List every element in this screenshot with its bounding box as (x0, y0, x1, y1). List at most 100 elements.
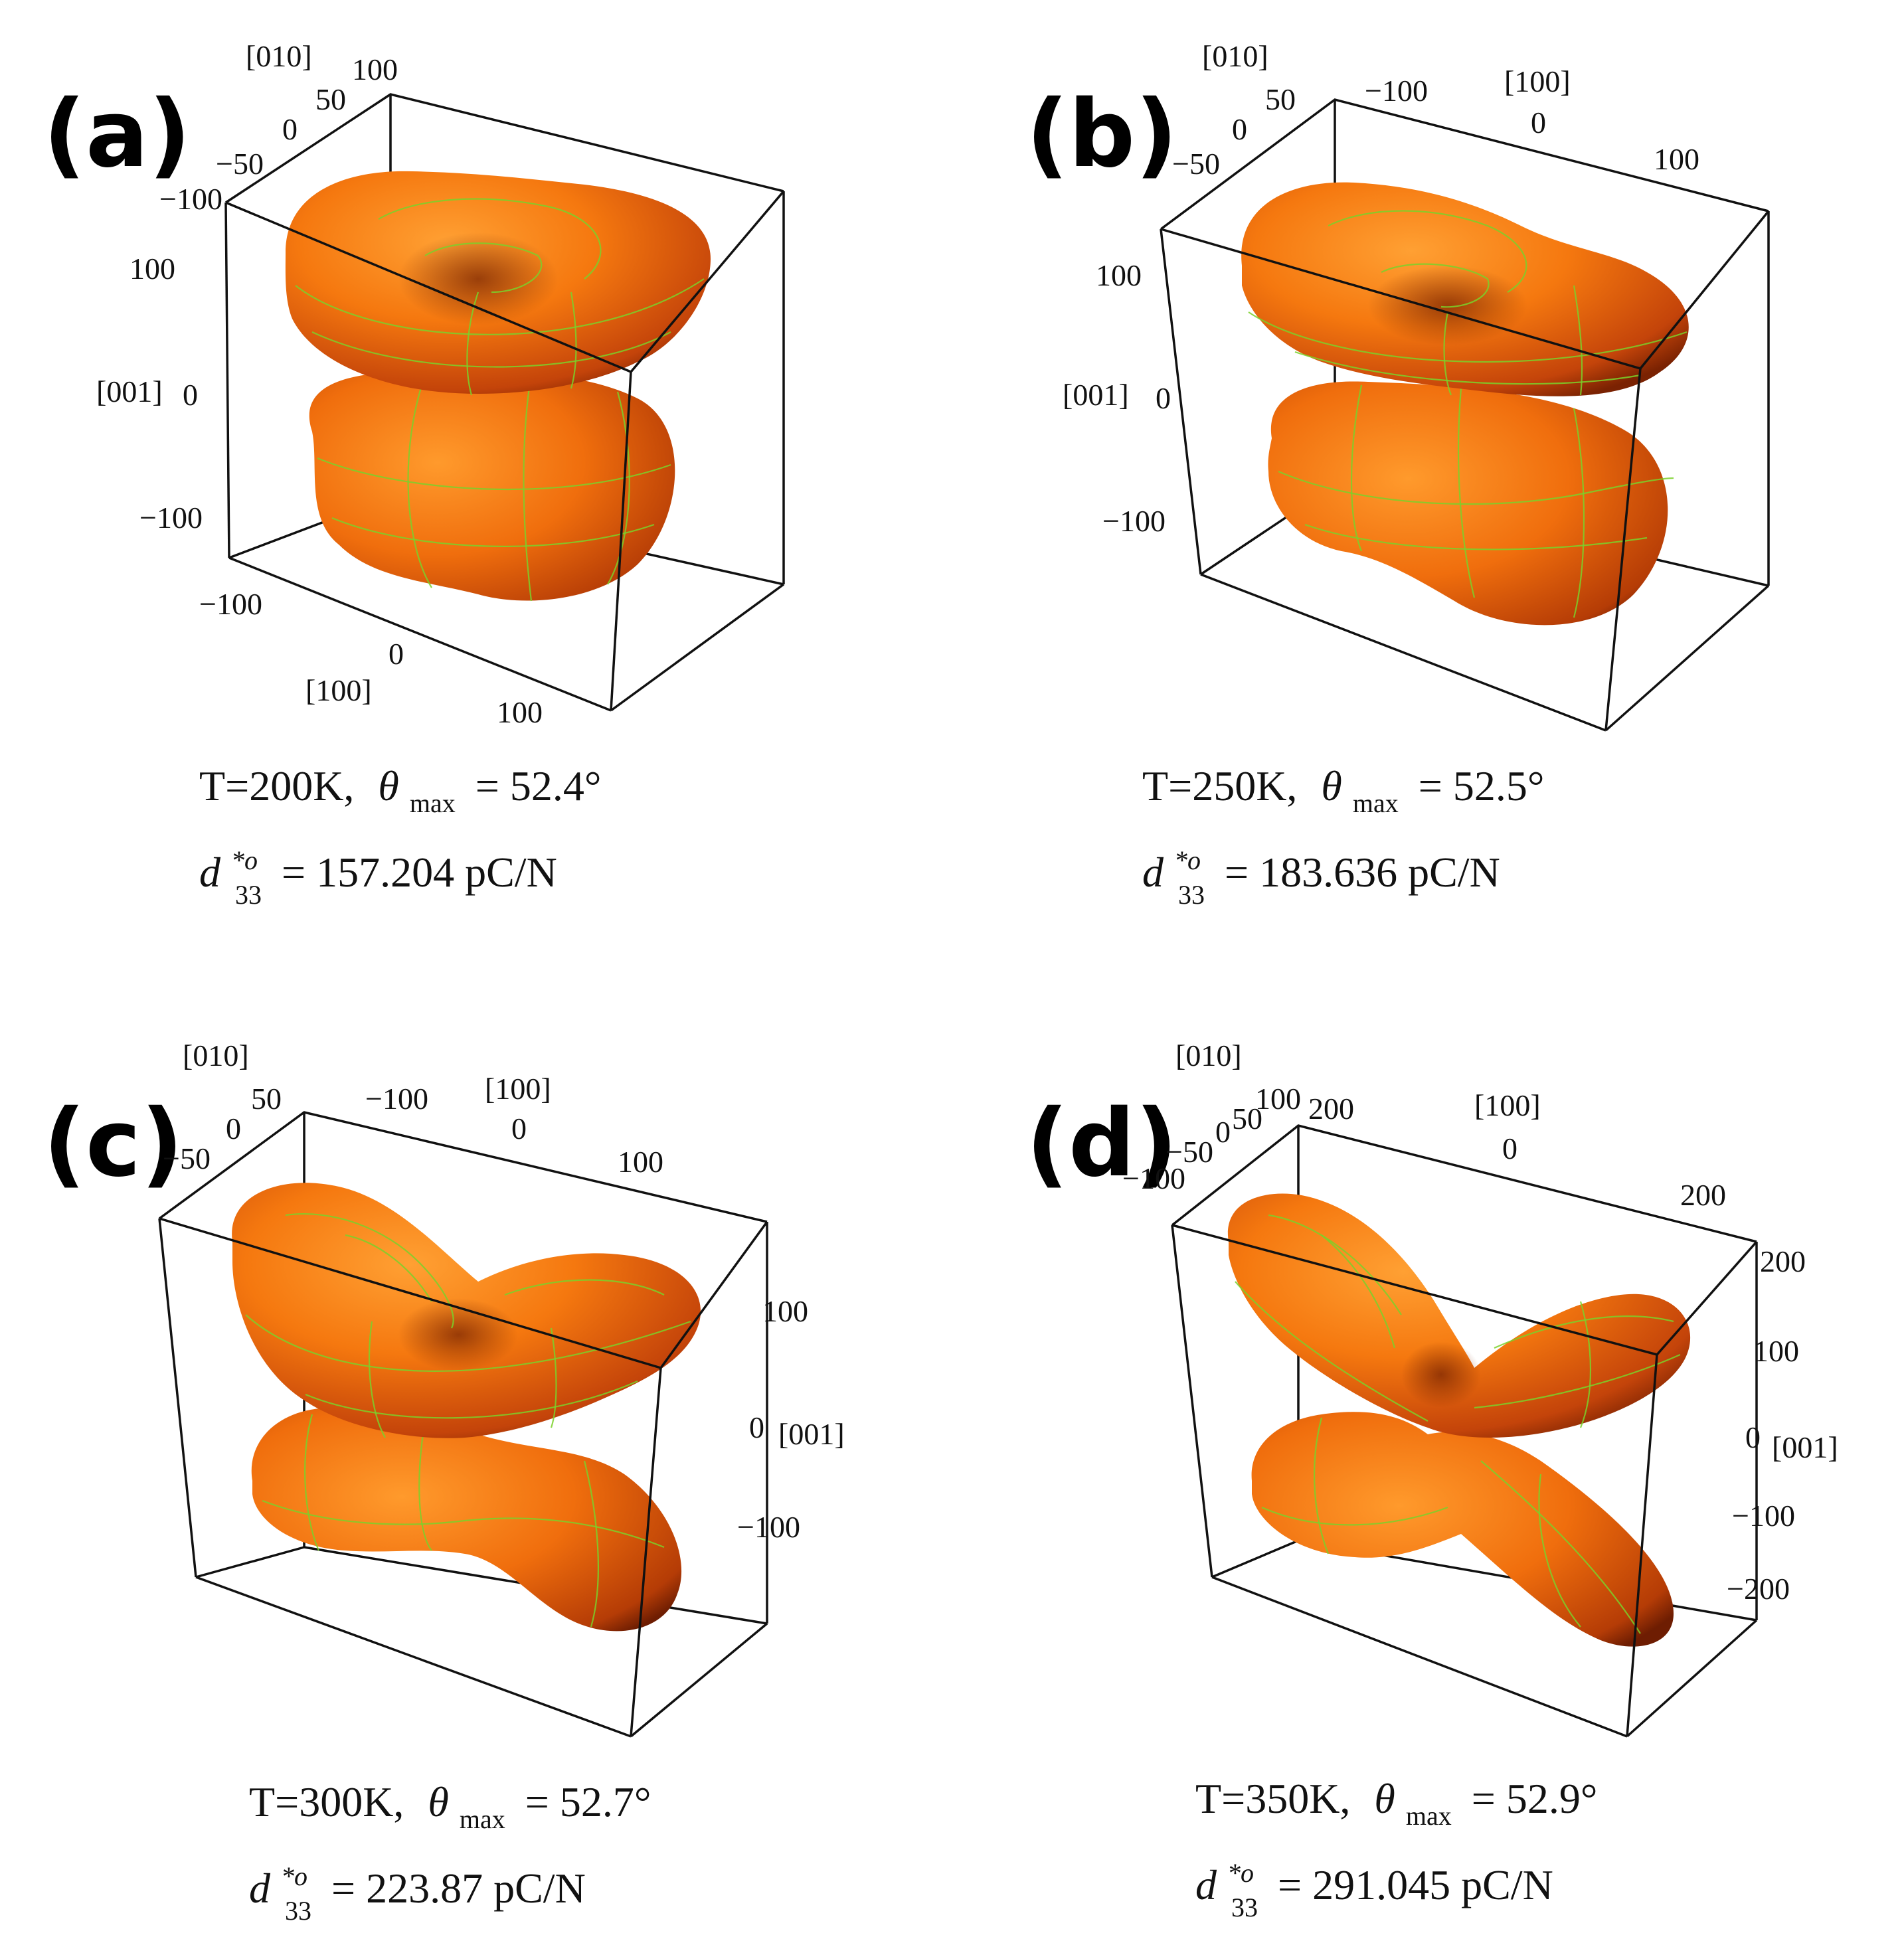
panel-b-box-front (1160, 210, 1770, 732)
theta-subscript: max (460, 1804, 505, 1834)
panel-c: (c) (43, 1039, 845, 1929)
theta-symbol: θ (378, 762, 398, 809)
d33-value: = 183.636 pC/N (1225, 849, 1500, 896)
d33-symbol: d (249, 1865, 271, 1912)
panel-d-y-tick: −50 (1166, 1135, 1213, 1169)
theta-symbol: θ (1321, 762, 1341, 809)
panel-c-x-tick: −100 (365, 1082, 428, 1116)
panel-b-upper-lobe (1241, 182, 1689, 396)
panel-b-lower-lobe (1268, 381, 1674, 626)
panel-d-z-tick: 100 (1753, 1334, 1799, 1368)
d33-symbol: d (1142, 849, 1164, 896)
theta-max-value: = 52.9° (1472, 1775, 1598, 1822)
panel-b-x-tick: 0 (1531, 106, 1546, 139)
panel-b-label: (b) (1026, 80, 1177, 189)
panel-d: (d) (1026, 1039, 1838, 1926)
temperature-label: T=300K, (249, 1778, 404, 1825)
panel-c-z-tick: −100 (737, 1510, 800, 1544)
panel-c-z-axis-label: [001] (778, 1417, 845, 1451)
panel-a-box-front (224, 190, 785, 712)
theta-max-value: = 52.5° (1419, 762, 1545, 809)
panel-b-x-tick: 100 (1654, 142, 1699, 176)
panel-a-y-tick: 100 (352, 52, 398, 86)
svg-text:T=200K, θ max: T=200K, θ max = 52.4° (199, 762, 601, 821)
panel-b-y-tick: 50 (1265, 82, 1296, 116)
d33-superscript: *o (1227, 1858, 1254, 1888)
d33-subscript: 33 (285, 1896, 311, 1926)
panel-c-y-axis-label: [010] (183, 1039, 249, 1072)
panel-b-x-axis-label: [100] (1504, 64, 1571, 98)
panel-b-z-tick: 0 (1156, 381, 1171, 415)
d33-subscript: 33 (1231, 1892, 1258, 1922)
panel-a-lower-lobe (309, 371, 675, 602)
panel-d-ticks: [010] 200 100 50 0 −50 −100 [100] 0 200 … (1122, 1039, 1838, 1606)
panel-d-y-tick: −100 (1122, 1161, 1185, 1195)
d33-superscript: *o (231, 845, 258, 875)
panel-c-z-tick: 100 (762, 1294, 808, 1328)
panel-a-x-tick: 0 (389, 637, 404, 671)
panel-d-caption: T=350K, θ max = 52.9° d *o 33 = 291.045 … (1195, 1775, 1597, 1926)
panel-d-y-tick: 0 (1215, 1115, 1231, 1149)
panel-a-caption: T=200K, θ max = 52.4° d *o 33 = 157.204 … (199, 762, 601, 913)
panel-a-y-axis-label: [010] (246, 39, 312, 73)
svg-text:d *o 33: d *o 33 = 183.636 pC/N (1142, 831, 1500, 913)
panel-b-z-axis-label: [001] (1063, 378, 1129, 412)
svg-text:d *o 33: d *o 33 = 291.045 pC/N (1195, 1844, 1553, 1926)
panel-a-x-tick: −100 (199, 587, 262, 621)
panel-a-z-tick: 100 (130, 252, 175, 286)
panel-c-x-tick: 0 (511, 1112, 527, 1145)
panel-d-z-tick: −100 (1732, 1499, 1795, 1533)
panel-b-ticks: [010] 50 0 −50 −100 [100] 0 100 100 [001… (1063, 39, 1699, 538)
svg-text:d *o 33: d *o 33 = 157.204 pC/N (199, 831, 557, 913)
svg-text:T=300K, θ max: T=300K, θ max = 52.7° (249, 1778, 651, 1837)
panel-d-upper-lobe (1227, 1193, 1691, 1438)
panel-b-y-axis-label: [010] (1202, 39, 1268, 73)
panel-d-x-axis-label: [100] (1474, 1088, 1541, 1122)
d33-symbol: d (1195, 1861, 1217, 1908)
panel-a-ticks: [010] 100 50 0 −50 −100 100 [001] 0 −100… (96, 39, 543, 729)
panel-d-x-tick: 0 (1502, 1132, 1517, 1165)
panel-c-y-tick: 50 (251, 1082, 282, 1116)
panel-d-y-axis-label: [010] (1175, 1039, 1242, 1072)
panel-d-z-axis-label: [001] (1772, 1430, 1838, 1464)
panel-d-z-tick: −200 (1727, 1572, 1790, 1606)
panel-c-x-tick: 100 (618, 1145, 663, 1179)
panel-a-y-tick: −100 (159, 182, 222, 216)
panel-c-y-tick: −50 (163, 1141, 211, 1175)
panel-c-ticks: [010] 50 0 −50 −100 [100] 0 100 100 0 [0… (163, 1039, 845, 1544)
panel-a-z-tick: −100 (139, 501, 203, 535)
panel-b-y-tick: 0 (1232, 112, 1247, 146)
theta-symbol: θ (1374, 1775, 1395, 1822)
panel-a-z-tick: 0 (183, 378, 198, 412)
theta-subscript: max (1406, 1801, 1452, 1831)
d33-subscript: 33 (1178, 880, 1205, 910)
panel-b-x-tick: −100 (1365, 74, 1428, 108)
d33-value: = 223.87 pC/N (331, 1865, 586, 1912)
svg-text:d *o 33: d *o 33 = 223.87 pC/N (249, 1847, 586, 1929)
panel-b-y-tick: −50 (1172, 147, 1220, 181)
panel-c-caption: T=300K, θ max = 52.7° d *o 33 = 223.87 p… (249, 1778, 651, 1929)
d33-value: = 157.204 pC/N (282, 849, 557, 896)
panel-b-z-tick: −100 (1102, 504, 1166, 538)
temperature-label: T=250K, (1142, 762, 1297, 809)
panel-d-z-tick: 200 (1760, 1244, 1806, 1278)
panel-a: (a) (43, 39, 785, 913)
panel-a-x-tick: 100 (497, 695, 543, 729)
panel-b-z-tick: 100 (1096, 258, 1142, 292)
svg-text:T=350K, θ max: T=350K, θ max = 52.9° (1195, 1775, 1597, 1834)
panel-a-y-tick: 0 (282, 112, 298, 146)
panel-d-box-front (1171, 1224, 1758, 1738)
temperature-label: T=200K, (199, 762, 354, 809)
theta-max-value: = 52.7° (525, 1778, 651, 1825)
d33-value: = 291.045 pC/N (1278, 1861, 1553, 1908)
theta-symbol: θ (428, 1778, 448, 1825)
theta-max-value: = 52.4° (476, 762, 602, 809)
panel-c-label: (c) (43, 1090, 183, 1198)
panel-d-z-tick: 0 (1745, 1420, 1761, 1454)
panel-a-y-tick: 50 (315, 82, 346, 116)
d33-superscript: *o (281, 1861, 307, 1891)
panel-b: (b) (1026, 39, 1770, 913)
panel-d-lower-lobe (1251, 1412, 1674, 1647)
panel-a-y-tick: −50 (216, 147, 264, 181)
